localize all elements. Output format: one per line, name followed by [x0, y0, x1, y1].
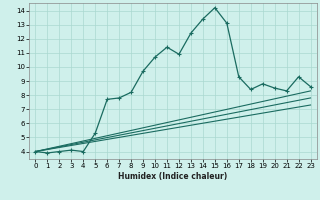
X-axis label: Humidex (Indice chaleur): Humidex (Indice chaleur): [118, 172, 228, 181]
